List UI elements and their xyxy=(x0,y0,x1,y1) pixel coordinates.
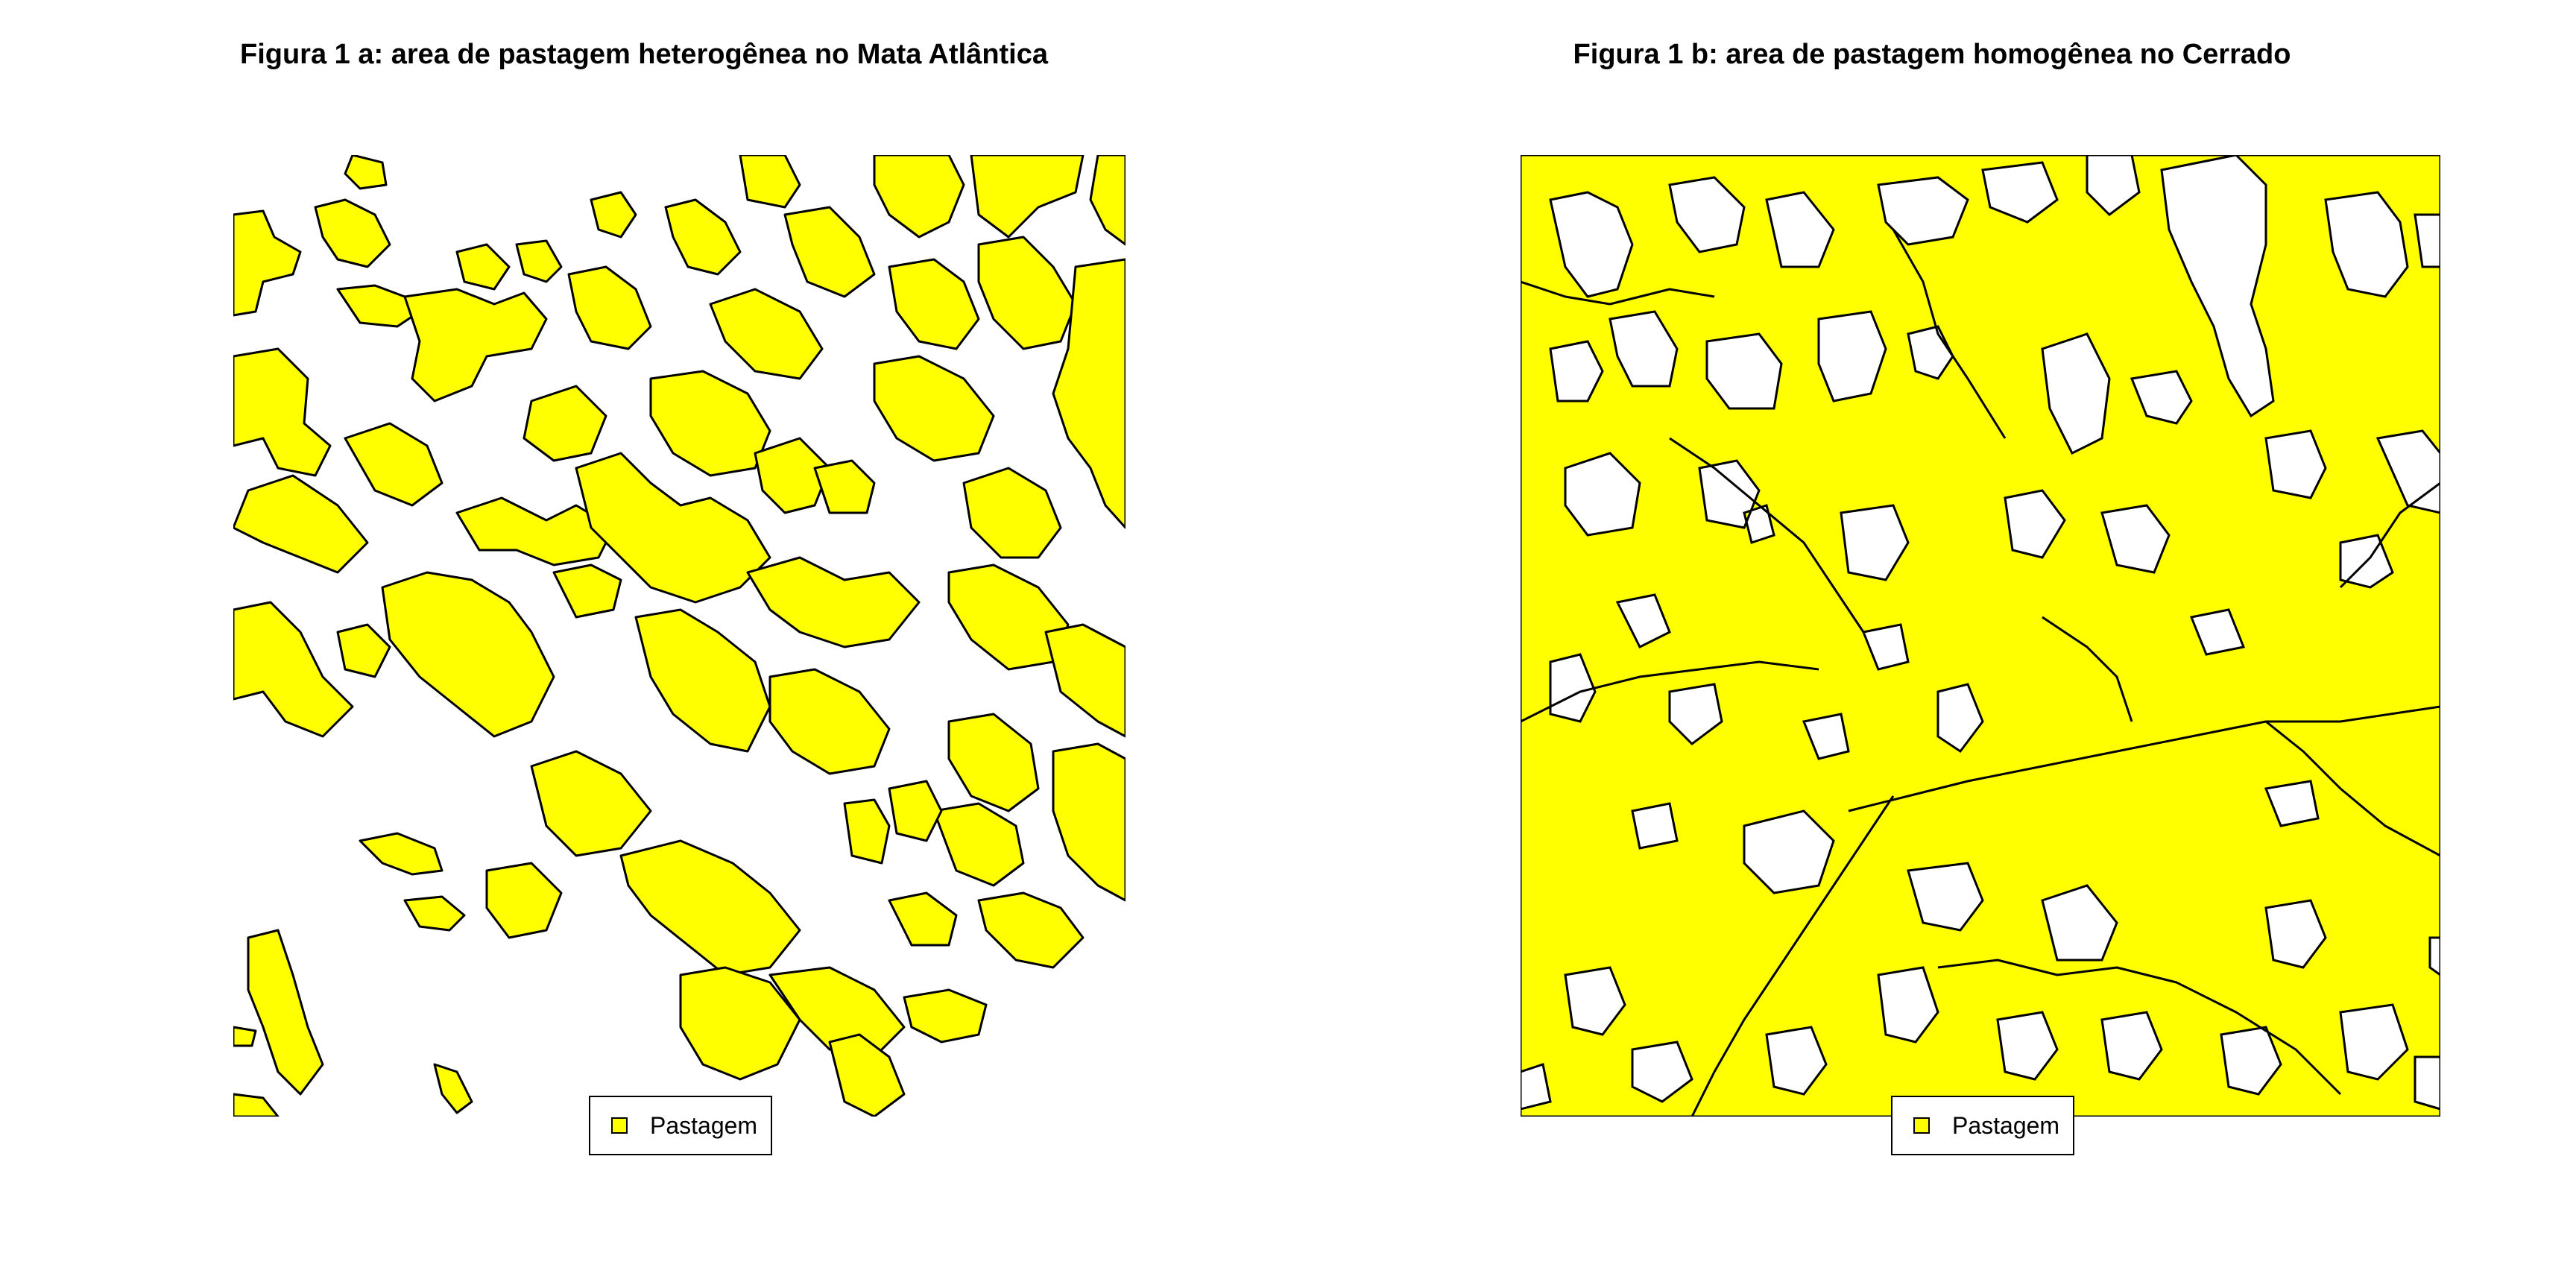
pasture-patch xyxy=(768,668,891,775)
pasture-patch xyxy=(783,206,876,298)
pasture-patch xyxy=(530,750,652,857)
pasture-patch xyxy=(359,832,443,876)
corridor-line xyxy=(1937,959,2342,1096)
pasture-patch xyxy=(768,966,906,1058)
corridor-line xyxy=(1521,280,1715,306)
pasture-patch xyxy=(813,459,876,514)
corridor-line xyxy=(1669,437,1865,633)
pasture-patch xyxy=(1089,155,1126,246)
figure-a-legend-label: Pastagem xyxy=(650,1111,758,1139)
pasture-patch xyxy=(523,385,607,462)
figure-a-panel: Figura 1 a: area de pastagem heterogênea… xyxy=(233,39,1126,1155)
figure-b-panel: Figura 1 b: area de pastagem homogênea n… xyxy=(1288,0,2576,1288)
pasture-patch xyxy=(977,236,1077,350)
figure-b-legend: Pastagem xyxy=(1891,1096,2074,1155)
pasture-swatch-icon xyxy=(1913,1117,1930,1134)
pasture-patch xyxy=(903,988,988,1044)
pasture-patch xyxy=(962,467,1062,559)
pasture-patch xyxy=(552,564,622,619)
pasture-patch xyxy=(314,198,391,268)
figure-b-map xyxy=(1521,155,2440,1117)
pasture-patch xyxy=(888,780,943,842)
pasture-patch xyxy=(233,209,302,317)
pasture-patch xyxy=(947,713,1040,812)
pasture-patch xyxy=(932,802,1025,887)
pasture-patch xyxy=(403,288,548,402)
pasture-patch xyxy=(888,891,958,947)
pasture-patch xyxy=(575,452,771,604)
corridor-line xyxy=(1690,795,1895,1117)
pasture-patch xyxy=(233,1026,257,1047)
pasture-patch xyxy=(664,198,742,276)
corridor-line xyxy=(1848,705,2440,812)
pasture-patch xyxy=(1044,623,1126,738)
pasture-patch xyxy=(679,966,801,1081)
pasture-patch xyxy=(590,191,637,239)
pasture-patch xyxy=(888,258,980,350)
pasture-patch xyxy=(746,556,921,648)
figure-a-map xyxy=(233,155,1126,1117)
pasture-patch xyxy=(1052,742,1126,902)
pasture-patch xyxy=(515,239,563,283)
pasture-patch xyxy=(455,243,511,291)
pasture-swatch-icon xyxy=(611,1117,628,1134)
pasture-patch xyxy=(739,155,801,209)
pasture-patch xyxy=(754,437,831,514)
pasture-patch xyxy=(970,155,1085,239)
pasture-patch xyxy=(828,1033,906,1117)
pasture-patch xyxy=(233,601,354,738)
pasture-patch xyxy=(873,155,965,239)
pasture-patch xyxy=(336,623,391,678)
corridor-line xyxy=(1892,229,2007,439)
pasture-patch xyxy=(247,929,324,1096)
pasture-patch xyxy=(433,1063,473,1114)
figure-a-title: Figura 1 a: area de pastagem heterogênea… xyxy=(239,39,1049,70)
pasture-patch xyxy=(233,474,369,574)
pasture-patch xyxy=(843,798,891,865)
figure-b-title: Figura 1 b: area de pastagem homogênea n… xyxy=(1573,39,2291,70)
pasture-patch xyxy=(1052,258,1126,529)
pasture-patch xyxy=(344,422,443,507)
pasture-patch xyxy=(233,347,332,477)
pasture-patch xyxy=(381,571,555,738)
pasture-patch xyxy=(649,370,771,477)
pasture-patch xyxy=(873,355,995,462)
corridor-line xyxy=(2042,616,2133,722)
pasture-patch xyxy=(403,895,466,932)
pasture-patch xyxy=(344,155,388,190)
pasture-patch xyxy=(977,891,1085,969)
figure-a-legend: Pastagem xyxy=(589,1096,772,1155)
corridor-line xyxy=(1521,660,1819,723)
pasture-patch xyxy=(709,288,824,380)
pasture-patch xyxy=(567,265,652,350)
pasture-patch xyxy=(619,839,801,976)
pasture-area xyxy=(1521,155,2440,1117)
corridor-line xyxy=(2339,482,2440,589)
figure-b-legend-label: Pastagem xyxy=(1952,1111,2060,1139)
corridor-line xyxy=(2265,720,2440,857)
pasture-patch xyxy=(485,862,563,939)
pasture-patch xyxy=(233,1093,280,1117)
pasture-patch xyxy=(634,608,771,753)
